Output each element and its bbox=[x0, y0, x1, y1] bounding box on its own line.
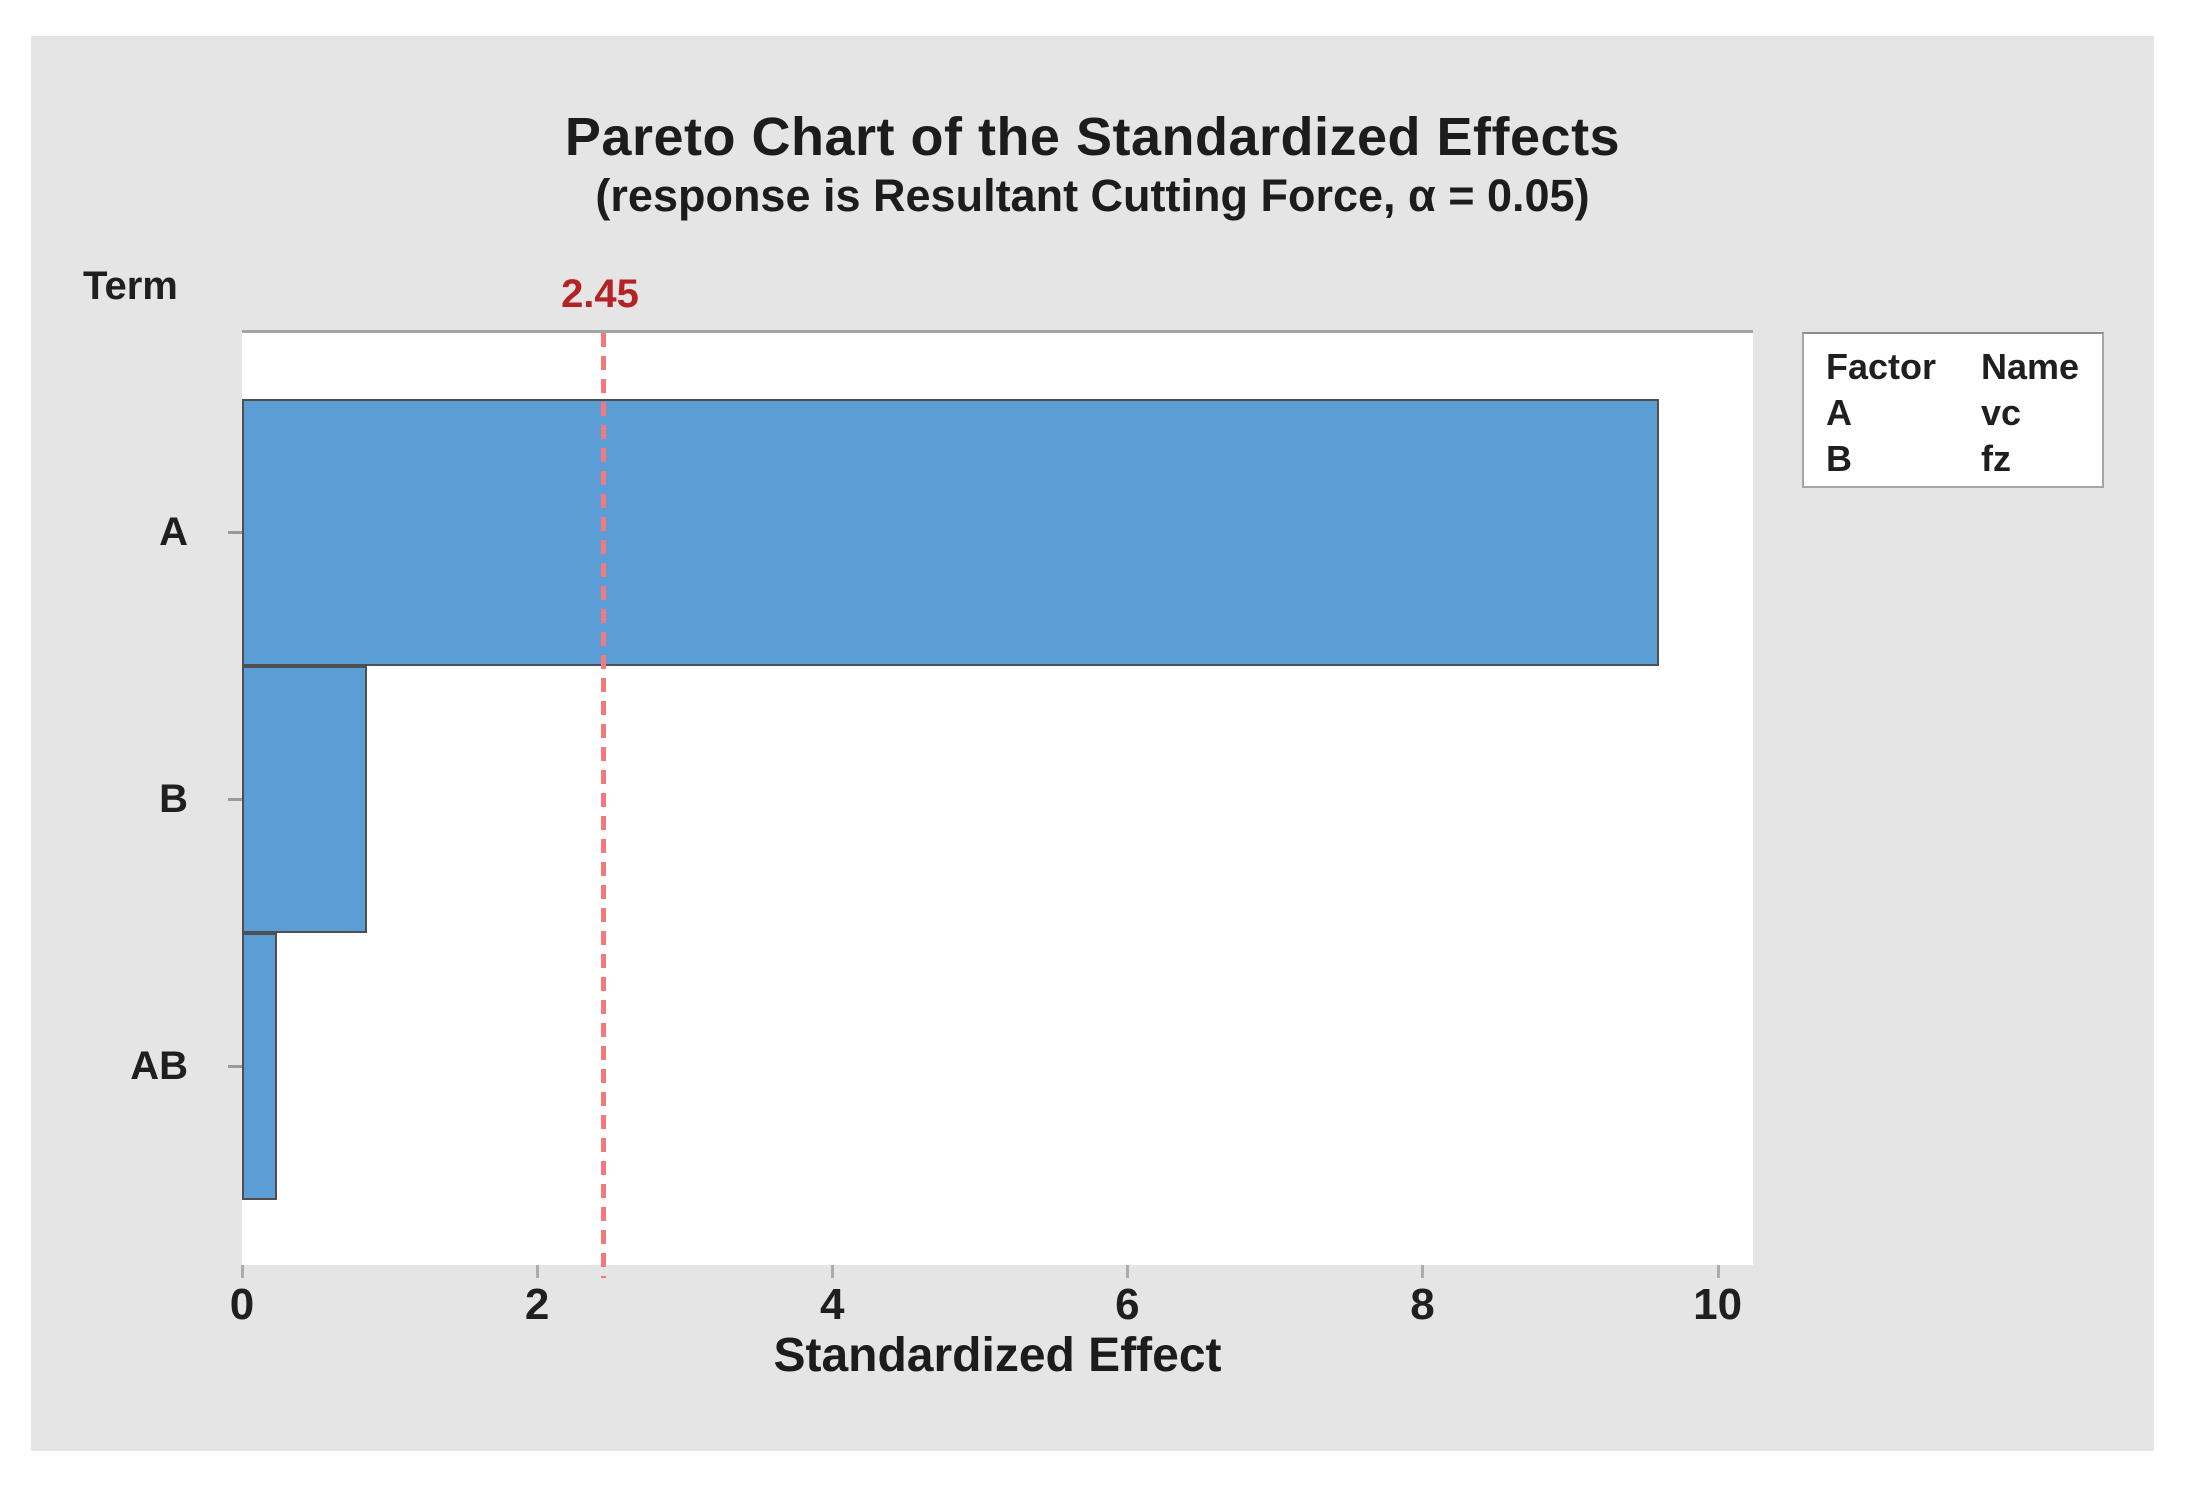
category-label-B: B bbox=[159, 777, 188, 821]
legend-header-factor: Factor bbox=[1826, 346, 1937, 387]
x-axis-tick bbox=[1421, 1265, 1425, 1278]
chart-title: Pareto Chart of the Standardized Effects bbox=[564, 107, 1621, 167]
x-tick-label: 8 bbox=[1410, 1280, 1435, 1329]
x-axis-tick bbox=[1716, 1265, 1720, 1278]
x-tick-label: 0 bbox=[229, 1280, 255, 1329]
pareto-bar-B bbox=[242, 665, 367, 933]
y-axis-tick bbox=[228, 531, 242, 534]
x-tick-label: 10 bbox=[1693, 1280, 1743, 1329]
x-axis-tick bbox=[1126, 1265, 1130, 1278]
legend-name-cell: fz bbox=[1981, 438, 2011, 479]
category-label-A: A bbox=[159, 510, 188, 554]
x-tick-label: 4 bbox=[819, 1280, 845, 1329]
y-axis-tick bbox=[228, 798, 242, 801]
x-axis-title: Standardized Effect bbox=[773, 1329, 1222, 1382]
y-axis-title: Term bbox=[83, 264, 178, 308]
plot-area: A B AB 0 2 4 6 8 10 bbox=[130, 330, 1753, 1329]
reference-line-label: 2.45 bbox=[561, 272, 639, 316]
reference-line bbox=[601, 333, 607, 1278]
x-axis-tick bbox=[536, 1265, 540, 1278]
legend-name-cell: vc bbox=[1981, 392, 2022, 433]
legend-header-name: Name bbox=[1981, 346, 2080, 387]
legend-factor-cell: A bbox=[1826, 392, 1852, 433]
x-tick-label: 6 bbox=[1115, 1280, 1140, 1329]
y-axis-tick bbox=[228, 1065, 242, 1068]
legend-factor-cell: B bbox=[1826, 438, 1852, 479]
figure-panel: Pareto Chart of the Standardized Effects… bbox=[31, 36, 2154, 1451]
chart-subtitle: (response is Resultant Cutting Force, α … bbox=[595, 170, 1590, 221]
x-axis-tick bbox=[241, 1265, 244, 1278]
x-axis-tick bbox=[831, 1265, 835, 1278]
pareto-bar-A bbox=[242, 398, 1659, 666]
category-label-AB: AB bbox=[130, 1044, 188, 1088]
pareto-bar-AB bbox=[242, 932, 277, 1200]
x-tick-label: 2 bbox=[524, 1280, 550, 1329]
